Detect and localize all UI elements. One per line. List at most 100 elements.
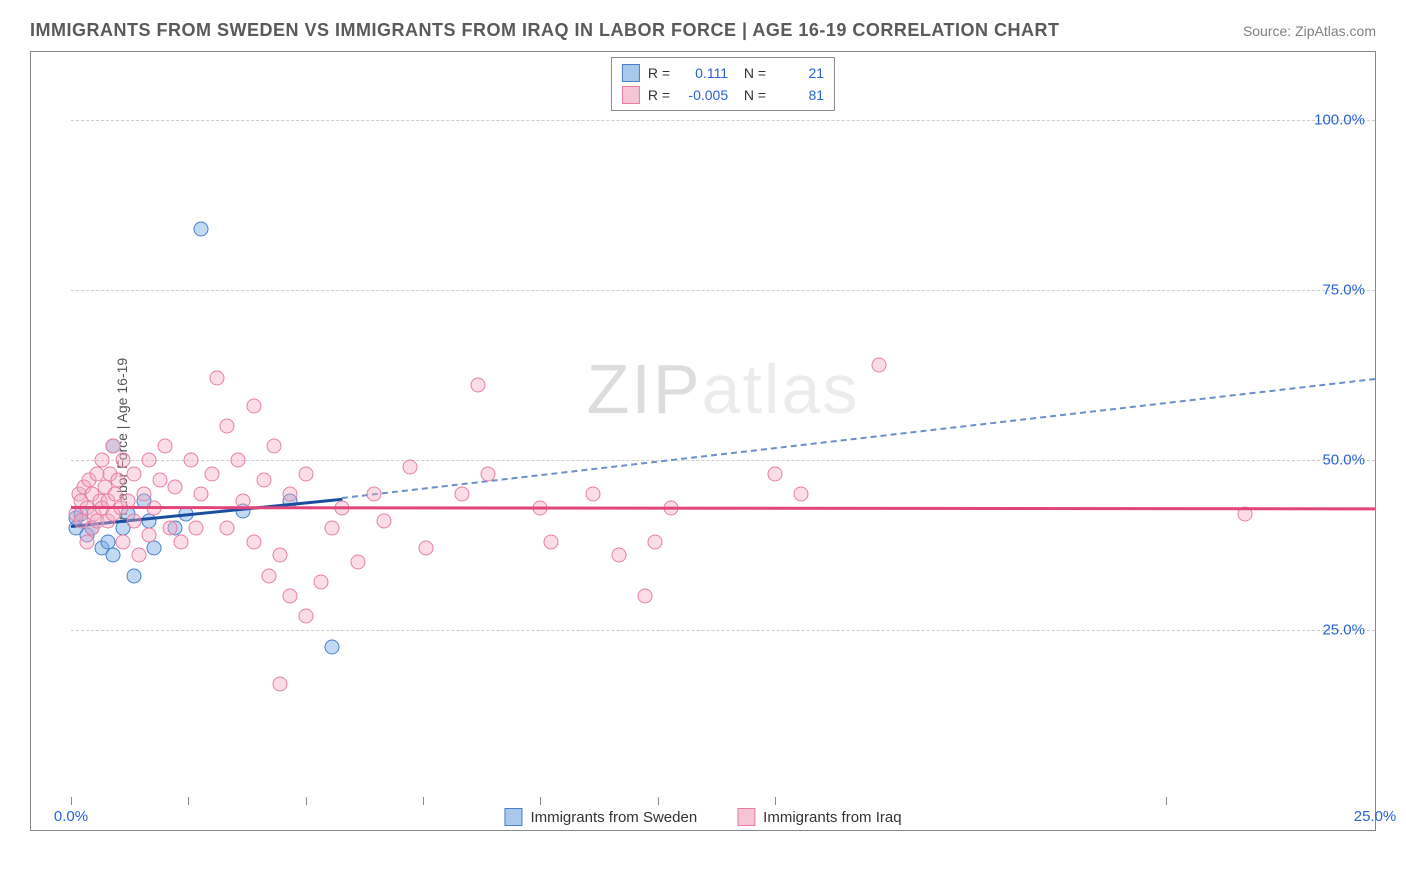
watermark: ZIPatlas — [587, 349, 860, 429]
legend-swatch — [622, 64, 640, 82]
x-tick — [658, 797, 659, 805]
data-point — [585, 487, 600, 502]
data-point — [79, 534, 94, 549]
trend-line-solid — [71, 506, 1375, 510]
data-point — [543, 534, 558, 549]
data-point — [95, 453, 110, 468]
data-point — [324, 640, 339, 655]
x-tick — [1166, 797, 1167, 805]
stat-r-label: R = — [648, 65, 670, 81]
data-point — [246, 534, 261, 549]
data-point — [210, 371, 225, 386]
chart-area: In Labor Force | Age 16-19 ZIPatlas 25.0… — [30, 51, 1376, 831]
data-point — [794, 487, 809, 502]
data-point — [272, 548, 287, 563]
stat-r-value: -0.005 — [678, 87, 728, 103]
data-point — [376, 514, 391, 529]
data-point — [194, 487, 209, 502]
stat-r-value: 0.111 — [678, 65, 728, 81]
data-point — [142, 453, 157, 468]
y-tick-label: 25.0% — [1322, 622, 1365, 639]
data-point — [283, 487, 298, 502]
trend-line-dashed — [342, 378, 1375, 499]
gridline-horizontal — [71, 630, 1375, 631]
stat-n-value: 21 — [774, 65, 824, 81]
data-point — [168, 480, 183, 495]
series-legend-item: Immigrants from Sweden — [504, 808, 697, 826]
data-point — [768, 466, 783, 481]
data-point — [220, 521, 235, 536]
data-point — [246, 398, 261, 413]
data-point — [183, 453, 198, 468]
y-tick-label: 75.0% — [1322, 282, 1365, 299]
data-point — [611, 548, 626, 563]
data-point — [314, 575, 329, 590]
data-point — [298, 609, 313, 624]
x-tick — [188, 797, 189, 805]
data-point — [189, 521, 204, 536]
data-point — [283, 589, 298, 604]
data-point — [116, 534, 131, 549]
data-point — [220, 419, 235, 434]
stat-n-label: N = — [736, 87, 766, 103]
stat-r-label: R = — [648, 87, 670, 103]
data-point — [267, 439, 282, 454]
data-point — [126, 514, 141, 529]
source-label: Source: ZipAtlas.com — [1243, 23, 1376, 39]
x-tick — [1375, 797, 1376, 805]
data-point — [470, 378, 485, 393]
x-tick — [71, 797, 72, 805]
x-tick-label: 25.0% — [1354, 808, 1397, 825]
series-legend: Immigrants from Sweden Immigrants from Ir… — [504, 808, 901, 826]
x-tick — [423, 797, 424, 805]
data-point — [872, 357, 887, 372]
data-point — [204, 466, 219, 481]
stat-n-label: N = — [736, 65, 766, 81]
gridline-horizontal — [71, 120, 1375, 121]
chart-title: IMMIGRANTS FROM SWEDEN VS IMMIGRANTS FRO… — [30, 20, 1060, 41]
data-point — [152, 473, 167, 488]
data-point — [418, 541, 433, 556]
data-point — [157, 439, 172, 454]
data-point — [455, 487, 470, 502]
y-tick-label: 100.0% — [1314, 112, 1365, 129]
legend-swatch — [504, 808, 522, 826]
data-point — [116, 453, 131, 468]
legend-swatch — [737, 808, 755, 826]
data-point — [105, 548, 120, 563]
series-legend-item: Immigrants from Iraq — [737, 808, 901, 826]
header: IMMIGRANTS FROM SWEDEN VS IMMIGRANTS FRO… — [30, 20, 1376, 41]
stats-legend-row: R =-0.005 N =81 — [622, 84, 824, 106]
stats-legend: R =0.111 N =21R =-0.005 N =81 — [611, 57, 835, 111]
data-point — [147, 541, 162, 556]
data-point — [324, 521, 339, 536]
data-point — [173, 534, 188, 549]
x-tick — [306, 797, 307, 805]
gridline-horizontal — [71, 460, 1375, 461]
data-point — [366, 487, 381, 502]
chart-container: IMMIGRANTS FROM SWEDEN VS IMMIGRANTS FRO… — [0, 0, 1406, 892]
data-point — [142, 527, 157, 542]
stats-legend-row: R = 0.111 N = 21 — [622, 62, 824, 84]
data-point — [481, 466, 496, 481]
series-legend-label: Immigrants from Iraq — [763, 809, 901, 826]
data-point — [194, 221, 209, 236]
data-point — [131, 548, 146, 563]
data-point — [637, 589, 652, 604]
x-tick — [540, 797, 541, 805]
data-point — [350, 555, 365, 570]
series-legend-label: Immigrants from Sweden — [530, 809, 697, 826]
data-point — [137, 487, 152, 502]
data-point — [110, 473, 125, 488]
data-point — [105, 439, 120, 454]
data-point — [298, 466, 313, 481]
plot-region: ZIPatlas 25.0% 50.0% 75.0% 100.0% R = 0.111 N… — [71, 52, 1375, 800]
data-point — [262, 568, 277, 583]
x-tick-label: 0.0% — [54, 808, 88, 825]
data-point — [163, 521, 178, 536]
gridline-horizontal — [71, 290, 1375, 291]
data-point — [126, 568, 141, 583]
y-tick-label: 50.0% — [1322, 452, 1365, 469]
x-tick — [775, 797, 776, 805]
data-point — [230, 453, 245, 468]
